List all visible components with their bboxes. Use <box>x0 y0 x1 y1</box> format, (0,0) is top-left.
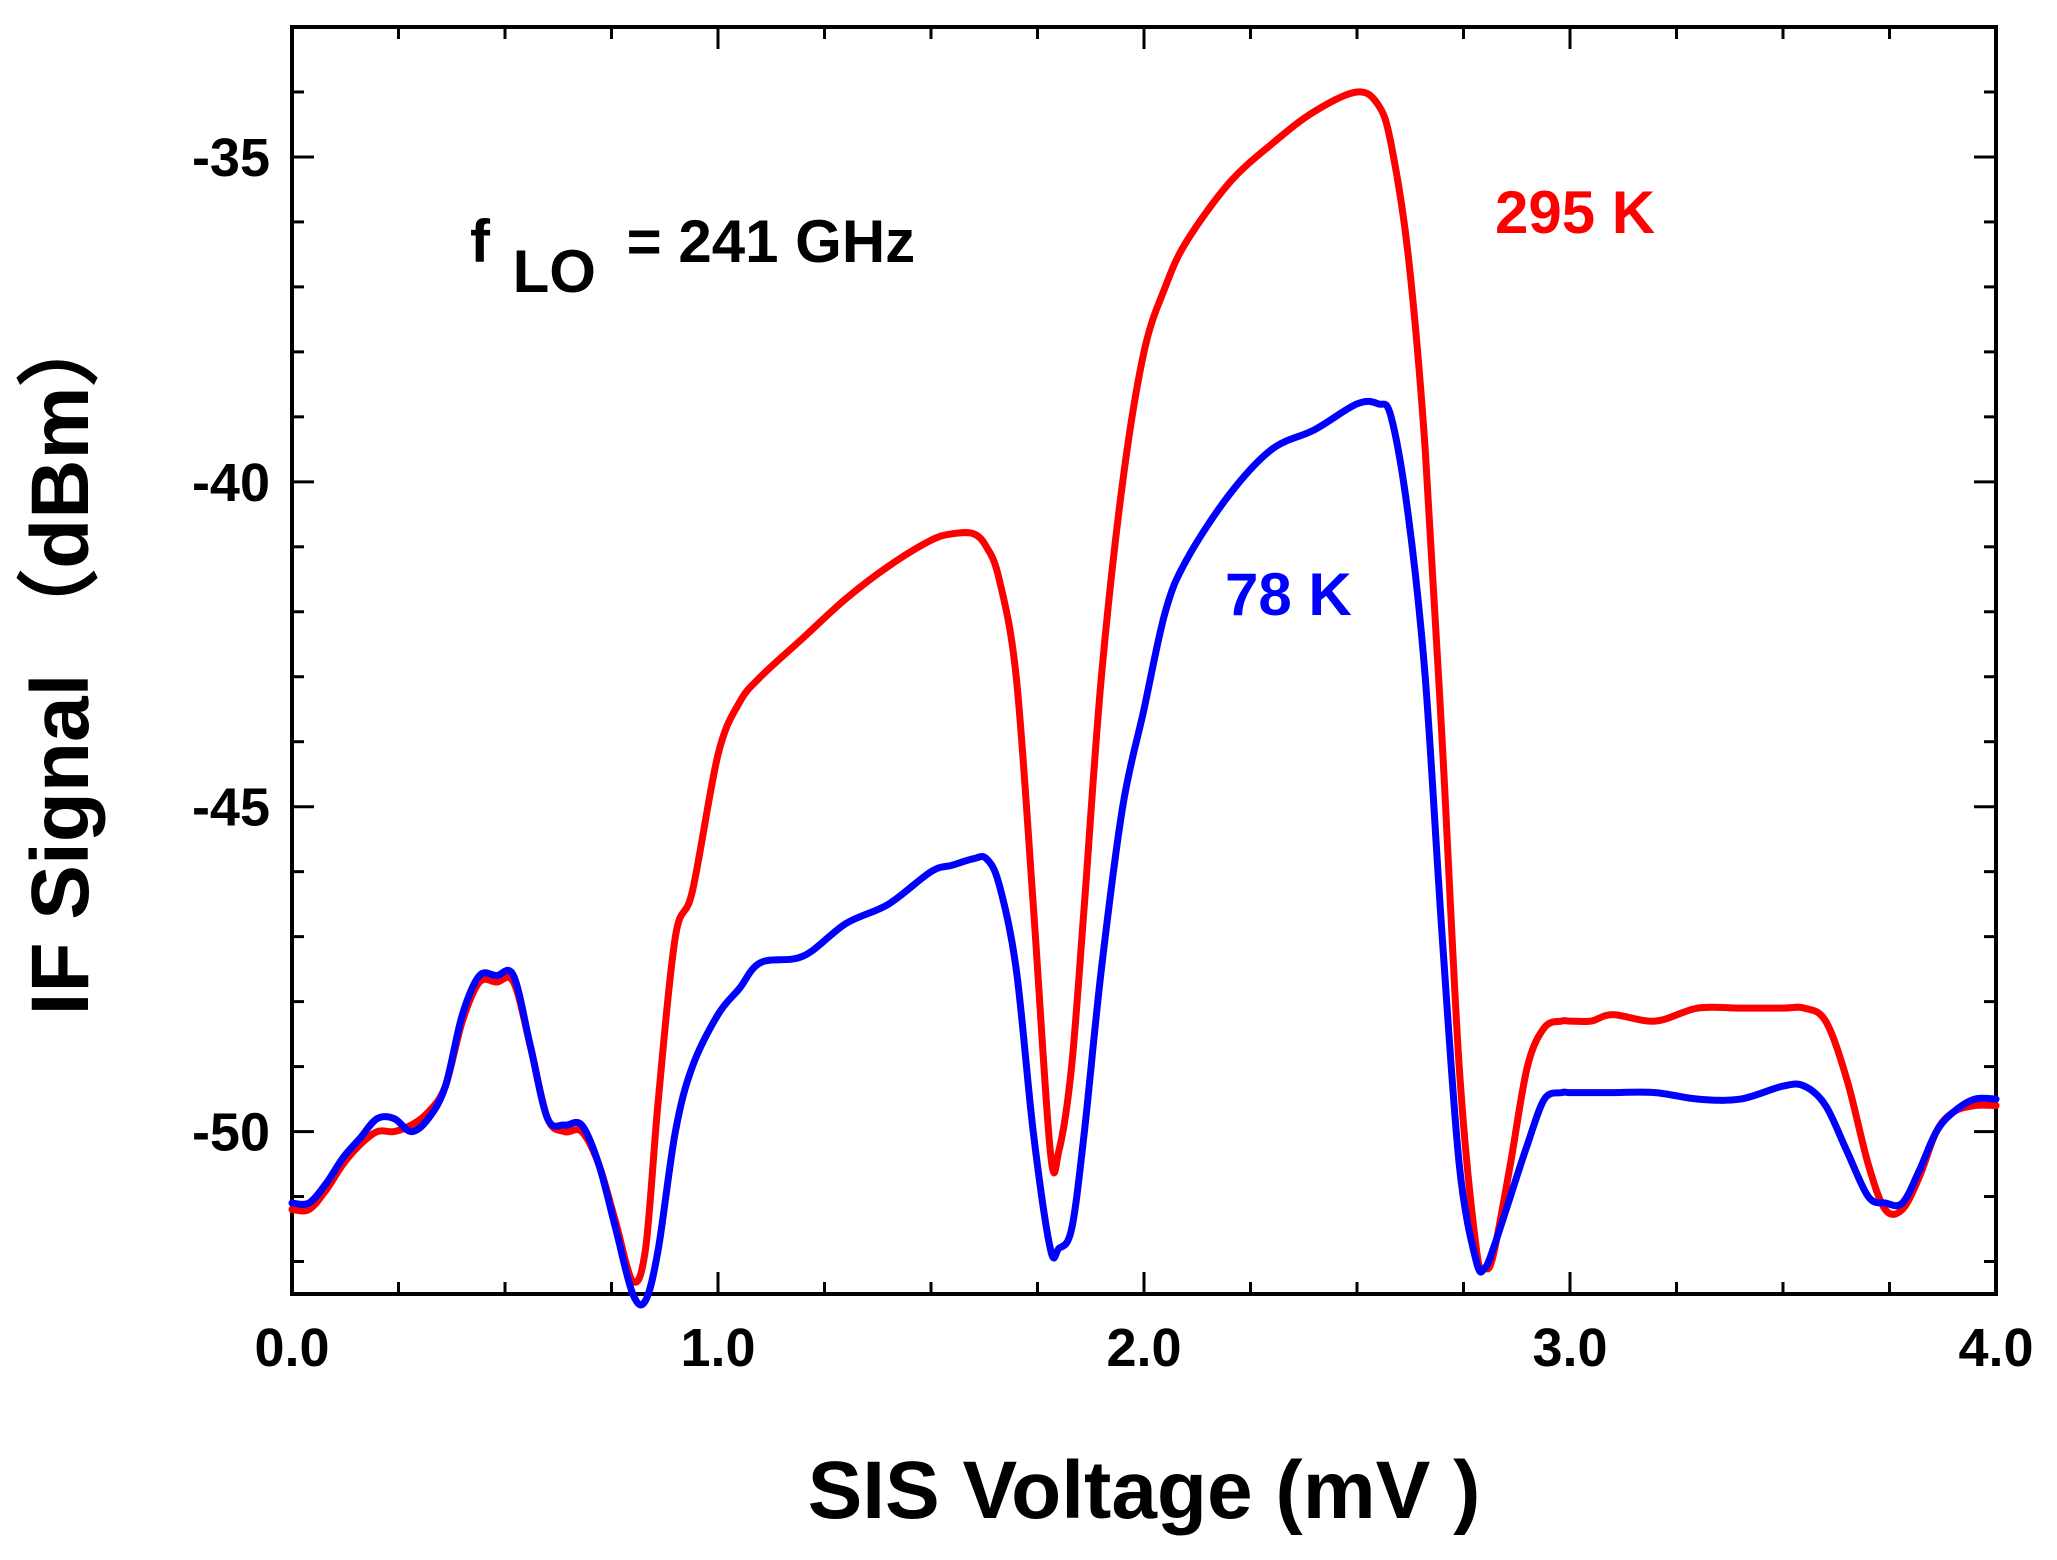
x-ticks: 0.0 1.0 2.0 3.0 4.0 <box>254 27 2034 1378</box>
x-axis-title: SIS Voltage (mV ) <box>808 1445 1481 1536</box>
y-tick-label: -40 <box>192 453 270 513</box>
y-tick-label: -45 <box>192 778 270 838</box>
x-tick-label: 4.0 <box>1958 1318 2033 1378</box>
legend-label-295k: 295 K <box>1495 179 1655 246</box>
x-tick-label: 1.0 <box>680 1318 755 1378</box>
y-tick-label: -35 <box>192 128 270 188</box>
lo-frequency-value: = 241 GHz <box>627 208 916 275</box>
y-axis-title: IF Signal （dBm） <box>15 305 106 1016</box>
lo-frequency-annotation: f LO = 241 GHz <box>470 208 915 305</box>
x-tick-label: 2.0 <box>1106 1318 1181 1378</box>
x-tick-label: 3.0 <box>1532 1318 1607 1378</box>
y-tick-label: -50 <box>192 1103 270 1163</box>
series-line-78k <box>288 397 2000 1309</box>
lo-frequency-subscript: LO <box>513 238 596 305</box>
y-ticks: -50 -45 -40 -35 <box>192 25 1996 1264</box>
lo-frequency-prefix: f <box>470 208 491 275</box>
plot-frame <box>290 25 1998 1296</box>
legend-label-78k: 78 K <box>1225 561 1352 628</box>
series-group <box>288 88 2000 1309</box>
x-tick-label: 0.0 <box>254 1318 329 1378</box>
